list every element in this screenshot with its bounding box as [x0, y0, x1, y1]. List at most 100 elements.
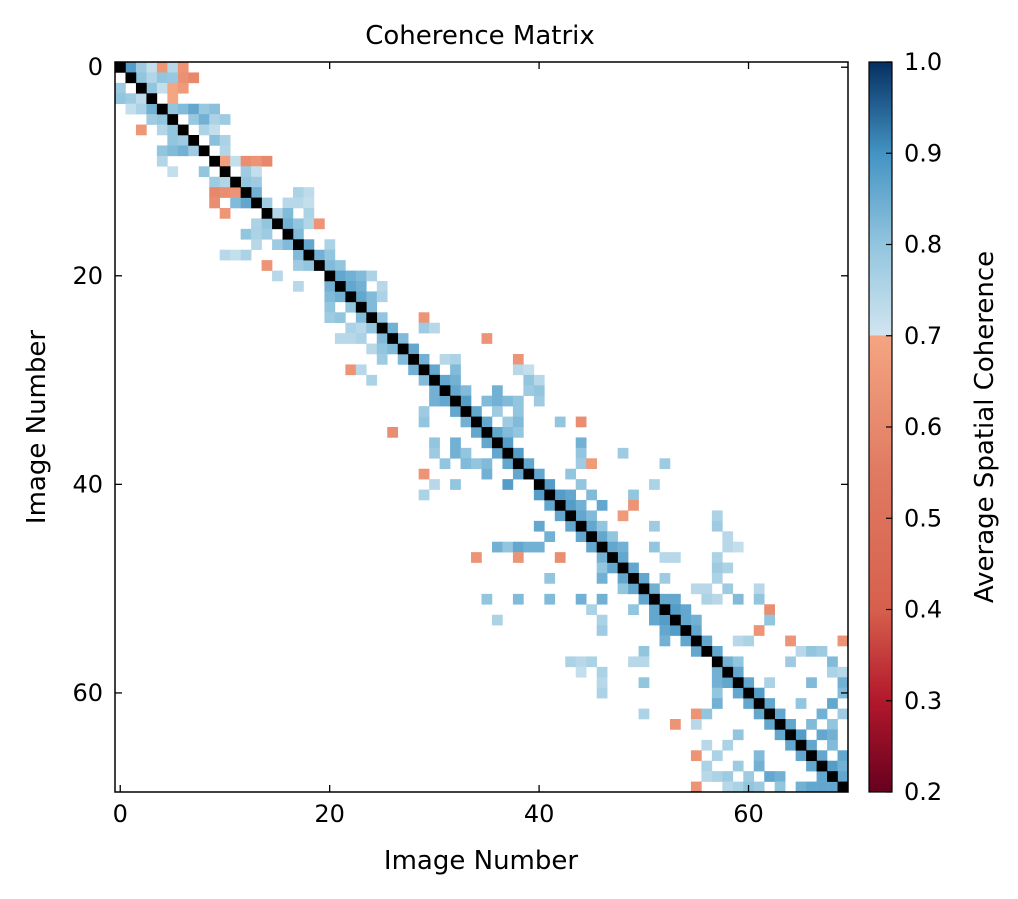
heatmap-cell	[261, 260, 273, 271]
heatmap-cell	[429, 322, 440, 334]
diagonal-cell	[512, 458, 524, 470]
diagonal-cell	[607, 552, 618, 563]
heatmap-cell	[659, 625, 671, 636]
diagonal-cell	[659, 604, 671, 616]
heatmap-cell	[146, 114, 158, 125]
diagonal-cell	[460, 406, 472, 417]
heatmap-cell	[711, 593, 723, 605]
heatmap-cell	[313, 218, 325, 230]
heatmap-cell	[167, 166, 179, 178]
diagonal-cell	[502, 447, 514, 459]
heatmap-cell	[397, 354, 409, 365]
heatmap-cell	[219, 145, 231, 157]
heatmap-cell	[732, 541, 744, 553]
heatmap-cell	[345, 301, 357, 313]
heatmap-cell	[649, 479, 660, 490]
heatmap-cell	[324, 239, 336, 251]
diagonal-cell	[146, 93, 158, 105]
heatmap-cell	[481, 395, 493, 407]
diagonal-cell	[219, 166, 231, 178]
heatmap-cell	[188, 114, 200, 125]
x-tick-label: 20	[314, 800, 345, 828]
x-axis-ticks: 0 20 40 60	[113, 62, 764, 828]
heatmap-cell	[806, 677, 817, 689]
heatmap-cell	[219, 208, 231, 219]
heatmap-cell	[261, 218, 273, 230]
heatmap-cell	[167, 93, 179, 105]
heatmap-cell	[366, 291, 378, 303]
heatmap-cell	[198, 166, 210, 178]
heatmap-cell	[554, 510, 566, 522]
heatmap-cell	[366, 301, 378, 313]
heatmap-cell	[785, 739, 796, 751]
heatmap-cell	[146, 62, 158, 73]
heatmap-cell	[135, 124, 147, 136]
heatmap-cell	[125, 103, 137, 115]
heatmap-cell	[146, 72, 158, 84]
heatmap-cell	[355, 364, 367, 376]
heatmap-cell	[156, 72, 168, 84]
diagonal-cell	[209, 155, 221, 167]
heatmap-cell	[293, 228, 304, 240]
heatmap-cell	[156, 145, 168, 157]
x-tick-label: 60	[733, 800, 764, 828]
heatmap-cell	[481, 333, 493, 344]
diagonal-cell	[251, 197, 262, 209]
heatmap-cell	[512, 552, 524, 563]
diagonal-cell	[282, 228, 294, 240]
heatmap-cell	[596, 531, 608, 543]
heatmap-cell	[481, 458, 493, 470]
heatmap-cell	[502, 416, 514, 428]
colorbar-ticks: 0.2 0.3 0.4 0.5 0.6 0.7 0.8 0.9 1.0	[886, 48, 942, 806]
diagonal-cell	[743, 687, 755, 699]
diagonal-cell	[795, 739, 807, 751]
heatmap-cell	[481, 593, 493, 605]
heatmap-cell	[209, 103, 221, 115]
heatmap-cell	[355, 333, 367, 344]
heatmap-cell	[167, 103, 179, 115]
heatmap-cell	[690, 614, 702, 626]
diagonal-cell	[293, 239, 304, 251]
diagonal-cell	[544, 489, 556, 501]
heatmap-cell	[355, 281, 367, 292]
heatmap-cell	[753, 781, 765, 793]
heatmap-cell	[649, 604, 660, 616]
heatmap-cell	[156, 114, 168, 125]
chart-title: Coherence Matrix	[365, 21, 595, 51]
heatmap-cell	[565, 489, 577, 501]
heatmap-cell	[586, 510, 597, 522]
heatmap-cell	[722, 656, 734, 668]
diagonal-cell	[408, 354, 419, 365]
heatmap-cell	[732, 729, 744, 741]
y-tick-label: 40	[72, 470, 103, 498]
heatmap-cell	[586, 458, 597, 470]
heatmap-cell	[554, 489, 566, 501]
colorbar-tick-label: 0.3	[904, 687, 942, 715]
heatmap-cell	[722, 531, 734, 543]
heatmap-cell	[596, 552, 608, 563]
heatmap-cell	[701, 635, 713, 647]
heatmap-cell	[282, 218, 294, 230]
heatmap-cell	[764, 614, 775, 626]
heatmap-cell	[827, 666, 838, 678]
heatmap-cell	[429, 437, 440, 449]
heatmap-cell	[450, 479, 461, 490]
heatmap-cell	[376, 343, 388, 355]
diagonal-cell	[198, 145, 210, 157]
heatmap-cell	[429, 385, 440, 397]
heatmap-cell	[753, 687, 765, 699]
heatmap-cell	[345, 281, 357, 292]
heatmap-cell	[303, 239, 315, 251]
heatmap-cell	[680, 614, 692, 626]
diagonal-cell	[764, 708, 775, 720]
heatmap-cell	[680, 635, 692, 647]
heatmap-cell	[439, 374, 451, 386]
heatmap-cell	[156, 62, 168, 73]
heatmap-cell	[198, 124, 210, 136]
heatmap-cell	[219, 249, 231, 261]
heatmap-cell	[669, 552, 681, 563]
heatmap-cell	[303, 187, 315, 198]
heatmap-cell	[366, 270, 378, 282]
heatmap-cell	[460, 416, 472, 428]
heatmap-cell	[659, 593, 671, 605]
